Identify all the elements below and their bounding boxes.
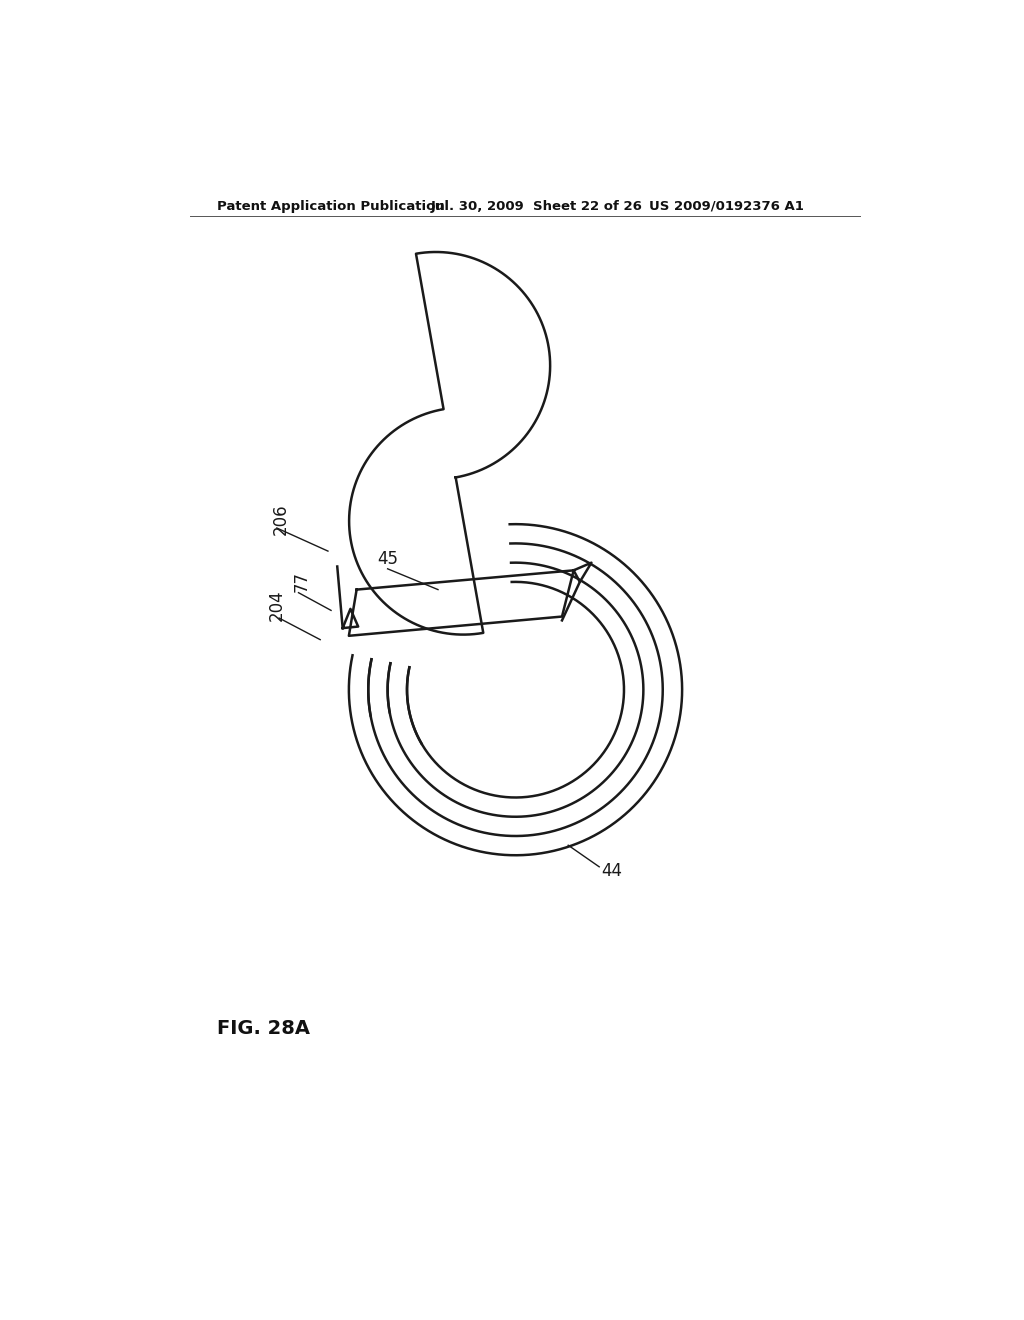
Text: 206: 206 — [271, 503, 290, 535]
Text: 204: 204 — [267, 589, 286, 620]
Text: US 2009/0192376 A1: US 2009/0192376 A1 — [649, 199, 804, 213]
Text: FIG. 28A: FIG. 28A — [217, 1019, 310, 1038]
Text: 45: 45 — [378, 550, 398, 568]
Text: Patent Application Publication: Patent Application Publication — [217, 199, 444, 213]
Text: 44: 44 — [601, 862, 622, 879]
Text: 77: 77 — [293, 572, 311, 593]
Text: Jul. 30, 2009  Sheet 22 of 26: Jul. 30, 2009 Sheet 22 of 26 — [430, 199, 642, 213]
